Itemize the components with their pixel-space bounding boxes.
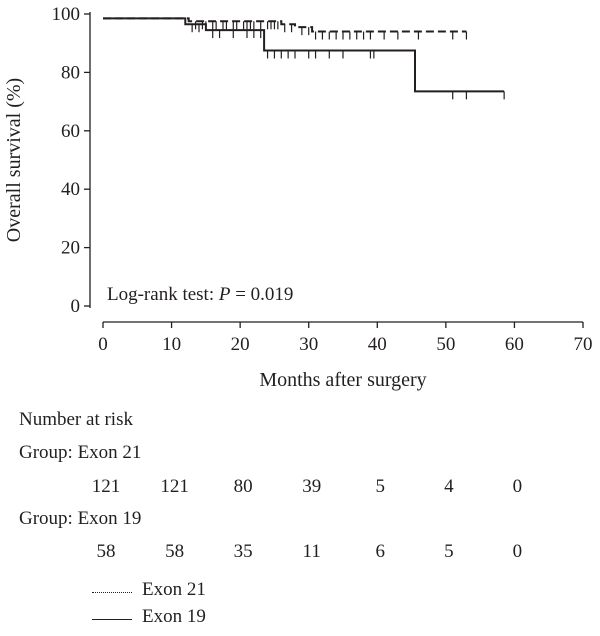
curve-exon19 [103,17,505,93]
risk-group-label-exon21: Group: Exon 21 [19,442,142,463]
risk-count: 0 [512,541,523,562]
x-tick-label: 40 [368,334,387,355]
x-tick-label: 30 [299,334,318,355]
risk-count: 6 [375,541,386,562]
legend-label-exon21: Exon 21 [142,579,206,600]
y-axis-label: Overall survival (%) [3,78,25,242]
risk-count: 4 [444,476,454,497]
x-tick-label: 20 [231,334,250,355]
axes: 0 20 40 60 80 100 0 10 20 30 40 50 60 70 [52,4,593,355]
survival-plot: Overall survival (%) Months after surger… [3,4,593,391]
risk-count: 121 [160,476,189,497]
risk-count: 0 [512,476,523,497]
series-exon19 [103,17,505,100]
risk-count: 121 [91,476,121,497]
x-tick-label: 50 [436,334,455,355]
y-tick-label: 80 [61,62,80,83]
x-tick-label: 60 [505,334,524,355]
risk-table-title: Number at risk [19,409,133,430]
legend-line-exon21 [92,592,132,593]
risk-count: 5 [375,476,386,497]
y-tick-label: 0 [71,296,81,317]
risk-group-label-exon19: Group: Exon 19 [19,508,142,529]
x-tick-label: 0 [98,334,108,355]
risk-count: 80 [233,476,253,497]
logrank-annotation: Log-rank test: P = 0.019 [107,284,293,305]
x-tick-label: 10 [162,334,181,355]
y-tick-label: 20 [61,238,80,259]
risk-count: 58 [96,541,116,562]
y-tick-label: 60 [61,121,80,142]
risk-count: 5 [444,541,454,562]
y-tick-label: 40 [61,179,80,200]
risk-count: 35 [233,541,253,562]
legend-line-exon19 [92,619,132,620]
series-exon21 [103,17,468,40]
x-axis-label: Months after surgery [259,369,426,391]
curve-exon21 [103,17,467,33]
y-tick-label: 100 [52,4,81,25]
legend-label-exon19: Exon 19 [142,606,206,627]
risk-count: 39 [302,476,322,497]
x-tick-label: 70 [574,334,593,355]
risk-count: 58 [165,541,185,562]
survival-curves [103,17,505,100]
risk-count: 11 [302,541,321,562]
